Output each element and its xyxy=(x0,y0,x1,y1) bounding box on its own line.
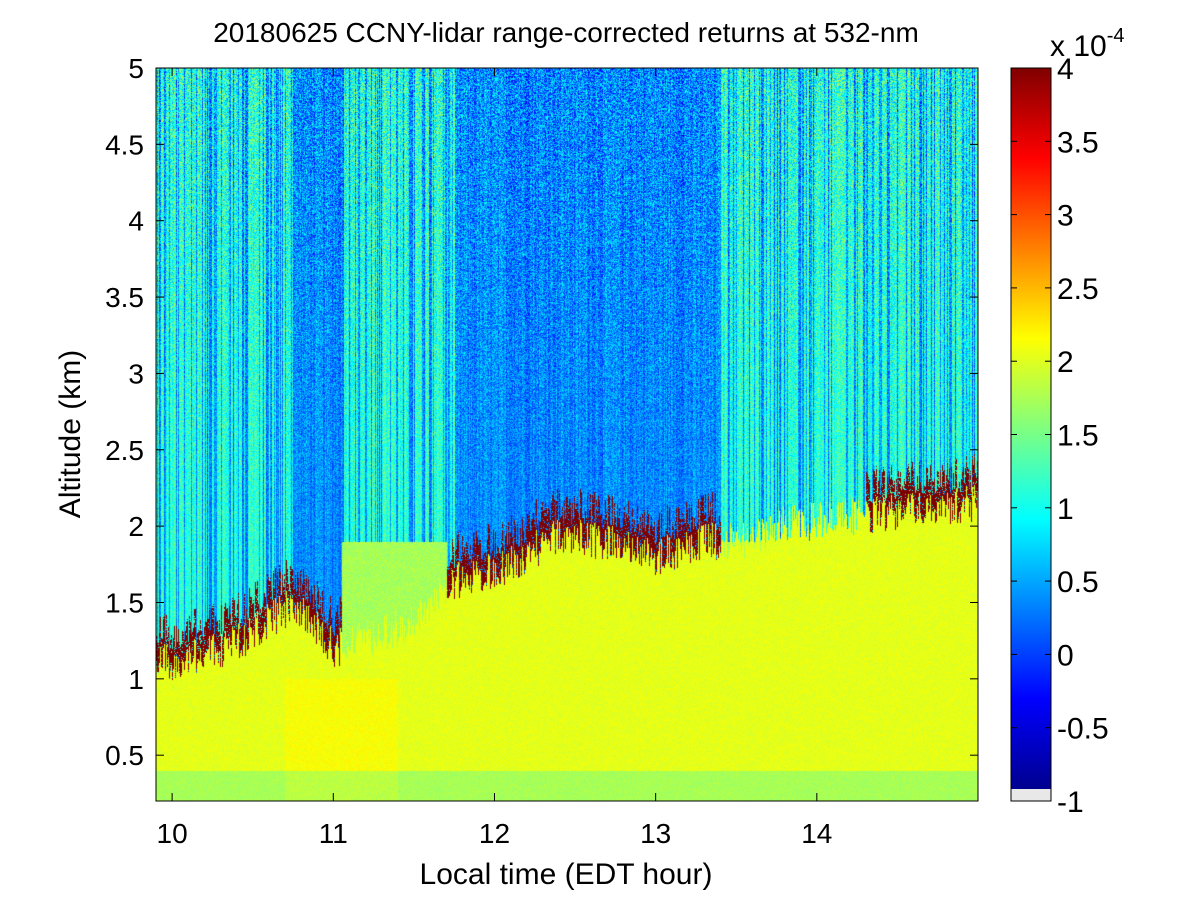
colorbar-tick-label: 3.5 xyxy=(1057,126,1099,159)
y-axis: 0.5 1 1.5 2 2.5 3 3.5 4 4.5 5 xyxy=(105,53,978,771)
heatmap-image xyxy=(156,68,978,801)
y-tick-label: 4 xyxy=(128,206,144,237)
colorbar-tick-label: 4 xyxy=(1057,53,1074,86)
y-tick-label: 2.5 xyxy=(105,435,144,466)
plot-area xyxy=(155,67,979,802)
colorbar-tick-label: 3 xyxy=(1057,200,1074,233)
x-axis: 10 11 12 13 14 xyxy=(157,68,832,849)
chart-title: 20180625 CCNY-lidar range-corrected retu… xyxy=(213,17,919,48)
y-tick-label: 1.5 xyxy=(105,587,144,618)
y-tick-label: 3.5 xyxy=(105,282,144,313)
colorbar-tick-label: 0.5 xyxy=(1057,566,1099,599)
y-tick-label: 0.5 xyxy=(105,740,144,771)
y-tick-label: 3 xyxy=(128,358,144,389)
colorbar-below-range xyxy=(1011,789,1051,801)
colorbar-multiplier: x 10-4 xyxy=(1050,25,1125,63)
x-tick-label: 13 xyxy=(640,818,671,849)
colorbar-tick-label: -1 xyxy=(1057,786,1084,819)
x-tick-label: 14 xyxy=(801,818,832,849)
colorbar-gradient xyxy=(1011,68,1051,789)
plot-frame xyxy=(155,67,979,802)
x-tick-label: 12 xyxy=(479,818,510,849)
colorbar-tick-label: 2.5 xyxy=(1057,273,1099,306)
y-tick-label: 1 xyxy=(128,664,144,695)
colorbar-tick-label: 0 xyxy=(1057,639,1074,672)
x-axis-label: Local time (EDT hour) xyxy=(420,858,713,891)
colorbar: -1 -0.5 0 0.5 1 1.5 2 2.5 3 3.5 4 x 10-4 xyxy=(1010,25,1125,819)
x-tick-label: 10 xyxy=(157,818,188,849)
colorbar-tick-label: 2 xyxy=(1057,346,1074,379)
y-tick-label: 2 xyxy=(128,511,144,542)
colorbar-tick-label: 1.5 xyxy=(1057,420,1099,453)
x-tick-label: 11 xyxy=(319,818,348,849)
y-tick-label: 4.5 xyxy=(105,129,144,160)
y-tick-label: 5 xyxy=(128,53,144,84)
colorbar-tick-label: 1 xyxy=(1057,493,1074,526)
colorbar-tick-label: -0.5 xyxy=(1057,713,1109,746)
y-axis-label: Altitude (km) xyxy=(54,350,87,518)
